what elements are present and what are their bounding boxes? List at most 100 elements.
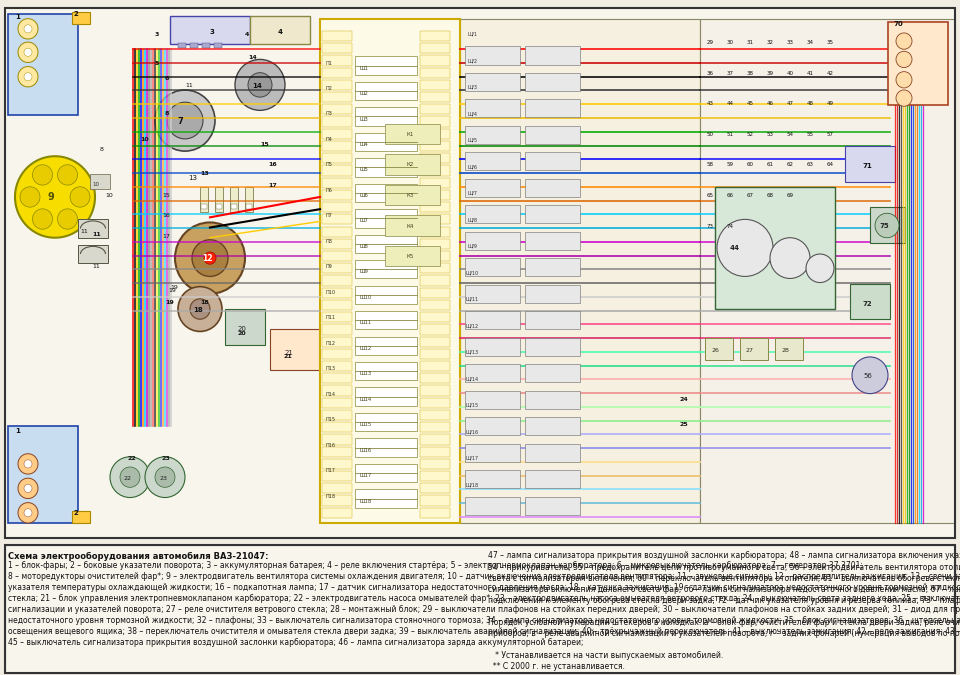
Bar xyxy=(420,385,450,396)
Bar xyxy=(355,260,417,279)
Text: 26: 26 xyxy=(711,348,719,353)
Bar xyxy=(420,263,450,273)
Bar xyxy=(525,179,580,197)
Bar xyxy=(420,288,450,298)
Bar xyxy=(420,410,450,420)
Circle shape xyxy=(167,102,203,139)
Text: 70: 70 xyxy=(893,21,902,27)
Bar xyxy=(420,483,450,493)
Bar xyxy=(322,251,352,261)
Text: Ш/11: Ш/11 xyxy=(465,297,478,302)
Text: 61: 61 xyxy=(766,163,774,167)
Text: Ш1: Ш1 xyxy=(360,65,369,71)
Bar xyxy=(90,173,110,189)
Text: Ш/15: Ш/15 xyxy=(465,403,478,408)
Bar xyxy=(322,31,352,41)
Circle shape xyxy=(24,460,32,468)
Text: 67: 67 xyxy=(747,193,754,198)
Text: Ш6: Ш6 xyxy=(360,193,369,198)
Bar xyxy=(355,387,417,406)
Text: П14: П14 xyxy=(325,392,335,397)
Bar xyxy=(465,152,520,171)
Text: Ш/18: Ш/18 xyxy=(465,483,478,487)
Text: 25: 25 xyxy=(680,422,688,427)
Circle shape xyxy=(18,503,38,523)
Text: 2: 2 xyxy=(73,510,78,516)
Text: 40: 40 xyxy=(786,71,794,76)
Circle shape xyxy=(18,478,38,499)
Bar xyxy=(420,190,450,200)
Bar xyxy=(525,126,580,144)
Bar xyxy=(190,43,198,48)
Circle shape xyxy=(18,454,38,474)
Bar xyxy=(322,104,352,115)
Text: Ш/12: Ш/12 xyxy=(465,323,478,328)
Bar xyxy=(420,141,450,151)
Bar xyxy=(525,99,580,117)
Bar xyxy=(355,184,417,202)
Circle shape xyxy=(896,90,912,106)
Bar xyxy=(322,80,352,90)
Text: 36: 36 xyxy=(707,71,713,76)
Circle shape xyxy=(18,42,38,63)
Text: 1: 1 xyxy=(15,429,20,434)
Bar xyxy=(525,497,580,515)
Bar xyxy=(355,439,417,457)
Text: П4: П4 xyxy=(325,137,332,142)
Text: 14: 14 xyxy=(252,83,262,89)
Text: 68: 68 xyxy=(766,193,774,198)
Text: 13: 13 xyxy=(188,175,197,181)
Bar xyxy=(525,258,580,277)
Bar xyxy=(465,126,520,144)
Text: Схема электрооборудования автомобиля ВАЗ-21047:: Схема электрооборудования автомобиля ВАЗ… xyxy=(8,551,269,560)
Text: Ш/13: Ш/13 xyxy=(465,350,478,355)
Bar xyxy=(322,117,352,127)
Bar xyxy=(525,46,580,65)
Text: 28: 28 xyxy=(781,348,789,353)
Bar xyxy=(322,349,352,359)
Bar xyxy=(355,209,417,227)
Text: 44: 44 xyxy=(730,245,740,251)
Bar xyxy=(705,338,733,360)
Bar xyxy=(525,338,580,356)
Bar xyxy=(420,447,450,457)
Bar xyxy=(322,312,352,322)
Text: 4: 4 xyxy=(245,32,250,37)
Bar xyxy=(322,508,352,518)
Circle shape xyxy=(155,90,215,151)
Text: Ш10: Ш10 xyxy=(360,295,372,300)
Bar xyxy=(420,31,450,41)
Circle shape xyxy=(24,73,32,81)
Text: 49: 49 xyxy=(827,101,833,106)
Text: 18: 18 xyxy=(200,300,208,305)
Text: К5: К5 xyxy=(406,254,414,259)
Text: 19: 19 xyxy=(165,300,174,305)
Bar xyxy=(322,459,352,469)
Text: К2: К2 xyxy=(406,163,414,167)
Bar xyxy=(465,73,520,91)
Text: 3: 3 xyxy=(210,29,215,35)
Text: П12: П12 xyxy=(325,341,335,346)
Text: 8: 8 xyxy=(165,111,169,117)
Text: Ш16: Ш16 xyxy=(360,448,372,453)
Bar xyxy=(322,337,352,347)
Text: 66: 66 xyxy=(727,193,733,198)
Bar xyxy=(355,82,417,100)
Bar xyxy=(322,447,352,457)
Text: 57: 57 xyxy=(827,132,833,137)
Bar xyxy=(420,398,450,408)
Text: П11: П11 xyxy=(325,315,335,320)
Text: 10: 10 xyxy=(92,182,99,187)
Bar xyxy=(775,338,803,360)
Bar xyxy=(385,124,440,144)
Bar xyxy=(225,309,265,345)
Text: 50: 50 xyxy=(707,132,713,137)
Circle shape xyxy=(33,209,53,230)
Bar xyxy=(740,338,768,360)
Text: Ш/17: Ш/17 xyxy=(465,456,478,461)
Bar xyxy=(420,117,450,127)
Text: 71: 71 xyxy=(862,163,872,169)
Text: 73: 73 xyxy=(707,223,713,229)
Bar xyxy=(72,511,90,523)
Bar xyxy=(322,68,352,78)
